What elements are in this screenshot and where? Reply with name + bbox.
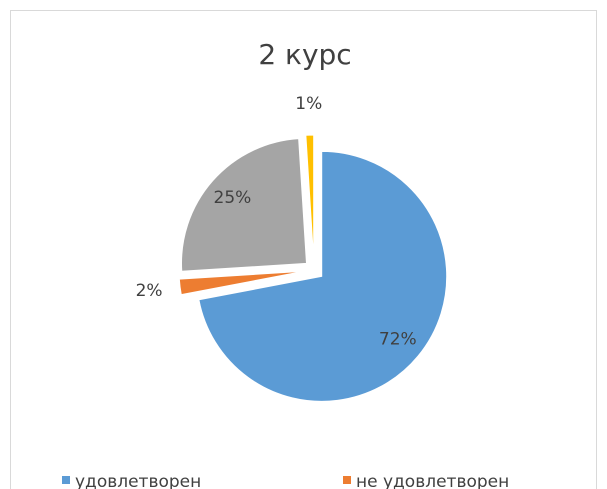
data-label: 1% [295, 94, 322, 114]
data-label: 2% [136, 281, 163, 301]
pie-slice [181, 138, 308, 272]
legend-marker [62, 476, 70, 484]
data-label: 72% [379, 329, 417, 349]
pie-slice [198, 150, 448, 402]
legend-marker [343, 476, 351, 484]
legend-label: не удовлетворен [356, 472, 509, 489]
pie-slice [305, 134, 315, 261]
data-label: 25% [214, 188, 252, 208]
pie-slice [178, 270, 305, 296]
chart-title: 2 курс [258, 38, 351, 71]
legend-label: удовлетворен [75, 472, 201, 489]
